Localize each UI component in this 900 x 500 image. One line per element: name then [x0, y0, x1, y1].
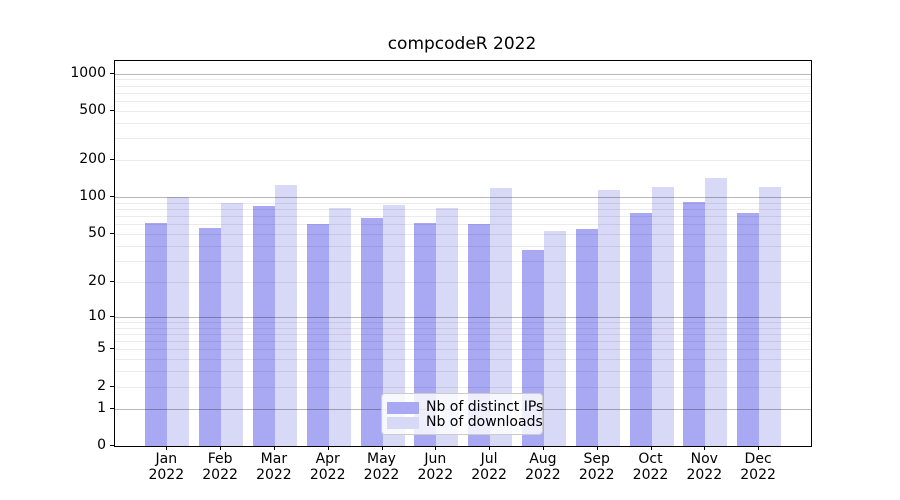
bar-downloads-apr: [328, 207, 351, 446]
bar-downloads-mar: [274, 185, 297, 446]
x-axis-tick-label: Mar 2022: [256, 451, 292, 483]
plot-area: Nb of distinct IPs Nb of downloads: [114, 60, 812, 447]
bar-ips-jan: [145, 222, 168, 446]
bar-ips-oct: [629, 213, 652, 446]
x-axis-tick: [542, 446, 544, 450]
bar-downloads-aug: [543, 230, 566, 446]
bar-downloads-dec: [759, 186, 782, 446]
legend-label-downloads: Nb of downloads: [426, 414, 543, 430]
x-axis-tick-label: Nov 2022: [686, 451, 723, 483]
y-axis-tick-label: 10: [88, 307, 106, 324]
y-axis-tick-label: 20: [88, 272, 106, 289]
bar-downloads-sep: [597, 189, 620, 446]
bars-layer: [115, 61, 811, 446]
x-axis-tick: [435, 446, 437, 450]
y-axis-tick-label: 200: [79, 151, 106, 167]
bar-ips-sep: [575, 228, 598, 446]
y-axis-tick: [110, 280, 114, 282]
bar-ips-mar: [252, 206, 275, 446]
x-axis-tick: [650, 446, 652, 450]
y-axis-tick: [110, 159, 114, 160]
y-axis-tick-label: 50: [88, 225, 106, 241]
legend: Nb of distinct IPs Nb of downloads: [381, 393, 543, 435]
bar-downloads-jun: [436, 207, 459, 446]
x-axis-tick-label: Oct 2022: [632, 451, 669, 483]
y-axis-tick-label: 1000: [70, 64, 106, 81]
x-axis-tick-label: Jun 2022: [417, 451, 454, 483]
y-axis-tick-label: 0: [97, 437, 106, 453]
y-axis-tick-label: 1: [97, 399, 106, 416]
legend-item-downloads: Nb of downloads: [387, 415, 543, 429]
bar-ips-dec: [737, 213, 760, 446]
y-axis-tick: [110, 407, 114, 409]
y-axis-tick: [110, 109, 114, 111]
y-axis-tick-label: 2: [97, 377, 106, 394]
bar-downloads-oct: [651, 187, 674, 446]
x-axis-tick: [596, 446, 598, 450]
x-axis-tick-label: Apr 2022: [309, 451, 346, 483]
y-axis-tick: [110, 445, 114, 446]
x-axis-tick: [273, 446, 275, 450]
bar-ips-nov: [683, 201, 706, 446]
x-axis-tick: [381, 446, 383, 450]
y-axis-tick: [110, 385, 114, 387]
x-axis-tick: [758, 446, 760, 450]
bar-downloads-jan: [167, 196, 190, 446]
y-axis-tick-label: 5: [97, 340, 106, 357]
x-axis-tick-label: Aug 2022: [525, 451, 561, 483]
bar-downloads-jul: [490, 187, 513, 446]
x-axis-tick-label: Feb 2022: [202, 451, 238, 483]
y-axis-tick-label: 100: [79, 188, 106, 205]
bar-downloads-nov: [705, 178, 728, 446]
x-axis-tick-label: Jul 2022: [471, 451, 507, 483]
x-axis-tick-label: Dec 2022: [740, 451, 776, 483]
x-axis-tick: [489, 446, 491, 450]
bar-ips-jul: [468, 224, 491, 446]
x-axis-tick: [704, 446, 706, 450]
legend-swatch-distinct-ips: [387, 401, 419, 414]
y-axis-tick-label: 500: [79, 101, 106, 118]
chart-title: compcodeR 2022: [387, 34, 537, 54]
y-axis-tick: [110, 348, 114, 350]
bar-ips-jun: [414, 222, 437, 446]
x-axis-tick-label: Sep 2022: [578, 451, 615, 483]
x-axis-tick: [166, 446, 168, 450]
bar-ips-feb: [199, 228, 222, 446]
legend-label-distinct-ips: Nb of distinct IPs: [426, 399, 544, 415]
y-axis-tick: [110, 196, 114, 198]
y-axis-tick: [110, 315, 114, 317]
bar-ips-may: [360, 217, 383, 446]
x-axis-tick-label: May 2022: [363, 451, 400, 483]
x-axis-tick: [327, 446, 329, 450]
bar-ips-apr: [306, 224, 329, 446]
bar-downloads-may: [382, 205, 405, 446]
y-axis-tick: [110, 72, 114, 74]
legend-item-distinct-ips: Nb of distinct IPs: [387, 400, 543, 414]
bar-downloads-feb: [221, 202, 244, 446]
x-axis-tick-label: Jan 2022: [148, 451, 185, 483]
x-axis-tick: [220, 446, 222, 450]
legend-swatch-downloads: [387, 416, 419, 429]
y-axis-tick: [110, 233, 114, 234]
